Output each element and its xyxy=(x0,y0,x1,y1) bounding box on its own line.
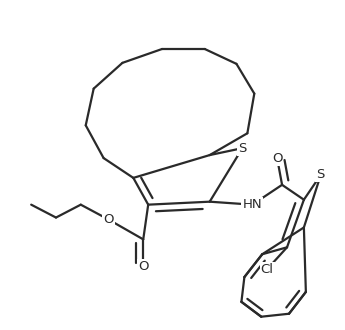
Text: O: O xyxy=(103,213,114,226)
Text: O: O xyxy=(272,151,282,165)
Text: HN: HN xyxy=(243,198,262,211)
Text: Cl: Cl xyxy=(261,263,274,276)
Text: S: S xyxy=(317,168,325,182)
Text: S: S xyxy=(238,142,247,155)
Text: O: O xyxy=(138,260,148,273)
